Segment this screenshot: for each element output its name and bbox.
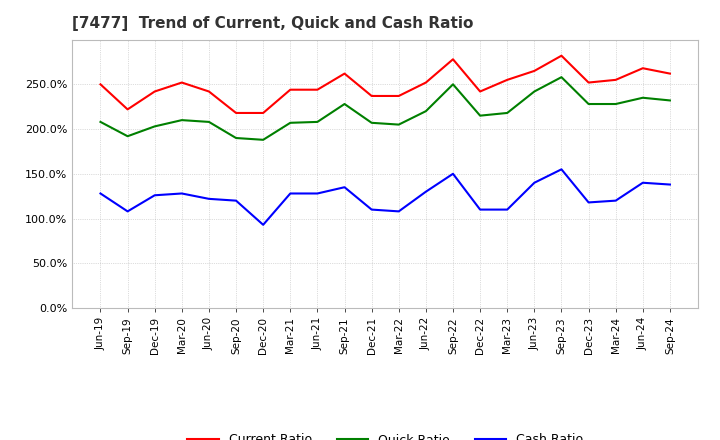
Legend: Current Ratio, Quick Ratio, Cash Ratio: Current Ratio, Quick Ratio, Cash Ratio [181, 427, 590, 440]
Current Ratio [639, 66, 647, 71]
Current Ratio [665, 71, 674, 76]
Current Ratio [150, 89, 159, 94]
Quick Ratio [96, 119, 105, 125]
Current Ratio [367, 93, 376, 99]
Cash Ratio [178, 191, 186, 196]
Current Ratio [286, 87, 294, 92]
Quick Ratio [639, 95, 647, 100]
Quick Ratio [286, 120, 294, 125]
Quick Ratio [476, 113, 485, 118]
Quick Ratio [503, 110, 511, 116]
Quick Ratio [313, 119, 322, 125]
Quick Ratio [123, 134, 132, 139]
Quick Ratio [449, 82, 457, 87]
Current Ratio [313, 87, 322, 92]
Quick Ratio [395, 122, 403, 127]
Cash Ratio [421, 189, 430, 194]
Current Ratio [204, 89, 213, 94]
Quick Ratio [367, 120, 376, 125]
Current Ratio [421, 80, 430, 85]
Current Ratio [584, 80, 593, 85]
Text: [7477]  Trend of Current, Quick and Cash Ratio: [7477] Trend of Current, Quick and Cash … [72, 16, 473, 32]
Cash Ratio [150, 193, 159, 198]
Quick Ratio [584, 101, 593, 106]
Quick Ratio [259, 137, 268, 143]
Line: Cash Ratio: Cash Ratio [101, 169, 670, 225]
Current Ratio [395, 93, 403, 99]
Cash Ratio [503, 207, 511, 212]
Quick Ratio [204, 119, 213, 125]
Quick Ratio [178, 117, 186, 123]
Current Ratio [611, 77, 620, 82]
Quick Ratio [341, 101, 349, 106]
Quick Ratio [421, 109, 430, 114]
Line: Quick Ratio: Quick Ratio [101, 77, 670, 140]
Cash Ratio [557, 167, 566, 172]
Cash Ratio [449, 171, 457, 176]
Cash Ratio [123, 209, 132, 214]
Current Ratio [232, 110, 240, 116]
Cash Ratio [639, 180, 647, 185]
Quick Ratio [530, 89, 539, 94]
Quick Ratio [665, 98, 674, 103]
Current Ratio [449, 57, 457, 62]
Current Ratio [557, 53, 566, 59]
Cash Ratio [259, 222, 268, 227]
Current Ratio [503, 77, 511, 82]
Cash Ratio [341, 184, 349, 190]
Current Ratio [530, 68, 539, 73]
Line: Current Ratio: Current Ratio [101, 56, 670, 113]
Quick Ratio [611, 101, 620, 106]
Quick Ratio [557, 74, 566, 80]
Cash Ratio [395, 209, 403, 214]
Current Ratio [96, 82, 105, 87]
Cash Ratio [476, 207, 485, 212]
Cash Ratio [665, 182, 674, 187]
Cash Ratio [611, 198, 620, 203]
Cash Ratio [530, 180, 539, 185]
Cash Ratio [96, 191, 105, 196]
Cash Ratio [584, 200, 593, 205]
Cash Ratio [286, 191, 294, 196]
Cash Ratio [232, 198, 240, 203]
Quick Ratio [150, 124, 159, 129]
Current Ratio [123, 107, 132, 112]
Current Ratio [341, 71, 349, 76]
Cash Ratio [204, 196, 213, 202]
Quick Ratio [232, 136, 240, 141]
Cash Ratio [367, 207, 376, 212]
Current Ratio [476, 89, 485, 94]
Current Ratio [259, 110, 268, 116]
Cash Ratio [313, 191, 322, 196]
Current Ratio [178, 80, 186, 85]
